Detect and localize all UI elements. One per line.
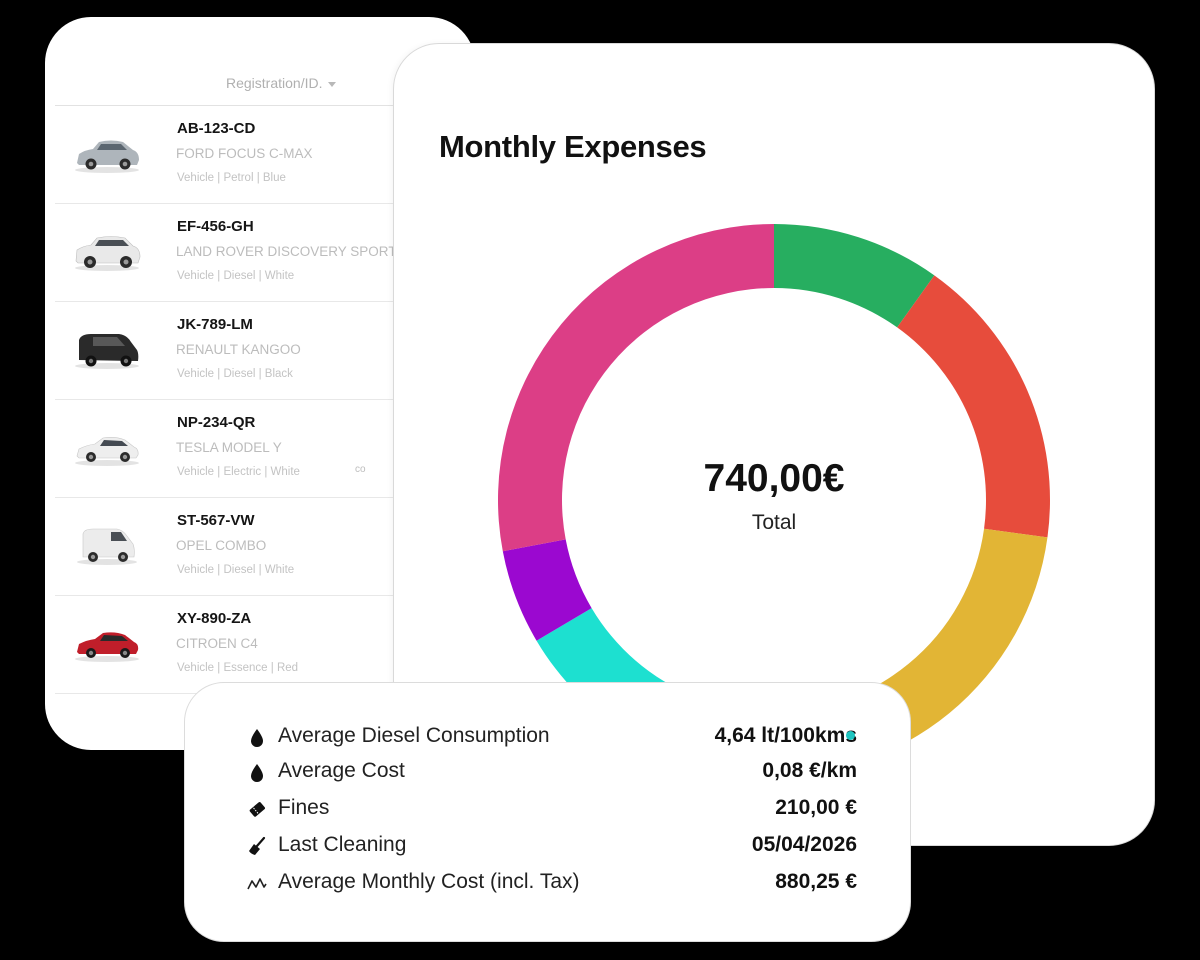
stat-label: Fines (278, 796, 330, 819)
vehicle-row[interactable]: AB-123-CD FORD FOCUS C-MAX Vehicle | Pet… (55, 106, 455, 204)
vehicle-meta: Vehicle | Electric | White (177, 466, 300, 478)
vehicle-row[interactable]: XY-890-ZA CITROEN C4 Vehicle | Essence |… (55, 596, 455, 694)
stat-row: Average Monthly Cost (incl. Tax) 880,25 … (247, 866, 857, 900)
trend-icon (247, 878, 267, 890)
vehicle-plate: ST-567-VW (177, 512, 255, 529)
car-icon (75, 334, 139, 369)
vehicle-meta: Vehicle | Diesel | Black (177, 368, 293, 380)
donut-segment (774, 224, 935, 328)
vehicle-meta: Vehicle | Essence | Red (177, 662, 299, 674)
donut-segment (897, 275, 1050, 538)
stat-row: Average Diesel Consumption 4,64 lt/100km… (247, 720, 857, 754)
stat-row: Average Cost 0,08 €/km (247, 755, 857, 789)
stat-row: Last Cleaning 05/04/2026 (247, 829, 857, 863)
vehicle-model: CITROEN C4 (176, 636, 258, 651)
vehicle-model: RENAULT KANGOO (176, 342, 301, 357)
vehicle-plate: AB-123-CD (177, 120, 256, 137)
stat-value: 4,64 lt/100kms (714, 724, 857, 747)
vehicle-meta: Vehicle | Petrol | Blue (177, 172, 286, 184)
stat-label: Last Cleaning (278, 833, 407, 856)
car-icon (75, 236, 141, 271)
drop-icon (251, 729, 263, 747)
vehicle-model: LAND ROVER DISCOVERY SPORT (176, 244, 397, 259)
vehicle-tag: co (355, 464, 366, 475)
vehicle-meta: Vehicle | Diesel | White (177, 270, 295, 282)
vehicle-model: TESLA MODEL Y (176, 440, 282, 455)
drop-icon (251, 764, 263, 782)
car-icon (75, 140, 139, 173)
donut-segment (498, 224, 774, 552)
divider (55, 105, 455, 106)
vehicle-row[interactable]: NP-234-QR TESLA MODEL Y Vehicle | Electr… (55, 400, 455, 498)
stat-value: 210,00 € (775, 796, 857, 819)
sort-dropdown[interactable]: Registration/ID. (226, 75, 337, 91)
sort-label: Registration/ID. (226, 75, 323, 91)
stat-label: Average Diesel Consumption (278, 724, 550, 747)
stat-value: 0,08 €/km (762, 759, 857, 782)
vehicle-model: OPEL COMBO (176, 538, 267, 553)
vehicle-list: AB-123-CD FORD FOCUS C-MAX Vehicle | Pet… (55, 106, 455, 694)
car-icon (75, 437, 139, 466)
caret-down-icon (328, 81, 337, 87)
vehicle-model: FORD FOCUS C-MAX (176, 146, 313, 161)
vehicle-stats-panel: Average Diesel Consumption 4,64 lt/100km… (184, 682, 911, 942)
stat-value: 880,25 € (775, 870, 857, 893)
car-icon (77, 528, 137, 565)
broom-icon (249, 836, 266, 855)
indicator-dot (846, 731, 855, 740)
expenses-title: Monthly Expenses (439, 129, 707, 164)
stat-row: Fines 210,00 € (247, 792, 857, 826)
donut-segment (502, 539, 592, 641)
vehicle-plate: NP-234-QR (177, 414, 256, 431)
ticket-icon (249, 802, 265, 817)
total-label: Total (751, 511, 797, 534)
stat-value: 05/04/2026 (751, 833, 857, 856)
vehicle-plate: JK-789-LM (177, 316, 253, 333)
vehicle-row[interactable]: EF-456-GH LAND ROVER DISCOVERY SPORT Veh… (55, 204, 455, 302)
vehicle-meta: Vehicle | Diesel | White (177, 564, 295, 576)
stat-label: Average Monthly Cost (incl. Tax) (278, 870, 580, 893)
vehicle-plate: XY-890-ZA (177, 610, 252, 627)
total-value: 740,00€ (703, 457, 845, 500)
car-icon (75, 632, 139, 662)
vehicle-row[interactable]: ST-567-VW OPEL COMBO Vehicle | Diesel | … (55, 498, 455, 596)
vehicle-plate: EF-456-GH (177, 218, 254, 235)
stat-label: Average Cost (278, 759, 405, 782)
vehicle-row[interactable]: JK-789-LM RENAULT KANGOO Vehicle | Diese… (55, 302, 455, 400)
